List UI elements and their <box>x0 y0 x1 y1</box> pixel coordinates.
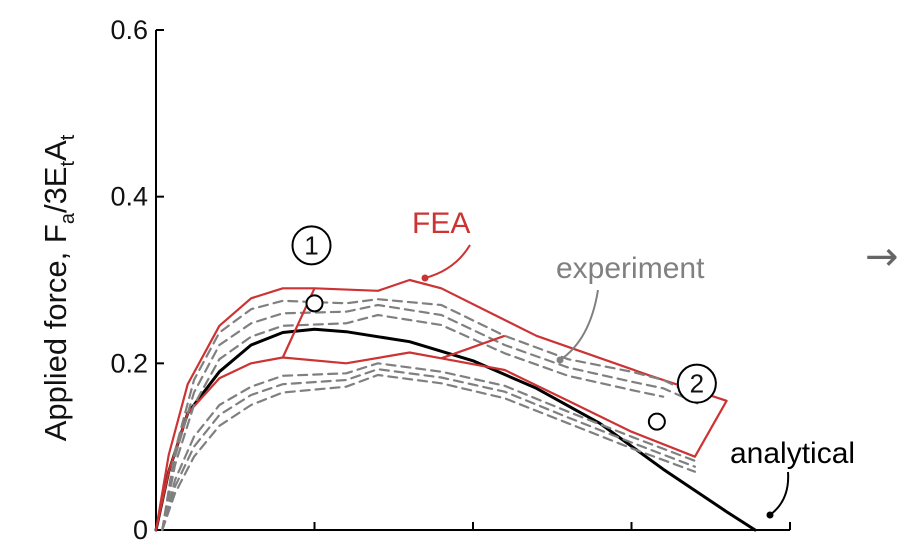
analytical-label-arrow <box>769 471 790 516</box>
series-analytical-line <box>154 327 757 532</box>
right-arrow-icon: → <box>865 234 899 280</box>
series-experiment-6-line <box>161 373 696 532</box>
tick-group: 0 0.2 0.4 0.6 <box>110 15 791 544</box>
marker-1-point <box>305 294 324 313</box>
fea-connector-3 <box>693 400 728 458</box>
y-tick-label: 0.4 <box>110 182 148 212</box>
series-experiment-1-line <box>161 298 703 532</box>
y-axis-label: Applied force, Fa/3EtAt <box>38 134 79 441</box>
fea-label-arrow <box>424 244 471 279</box>
experiment-label: experiment <box>556 252 705 285</box>
fea-label-arrowhead <box>421 274 429 282</box>
analytical-label: analytical <box>730 437 855 470</box>
y-tick-label: 0.6 <box>110 15 148 45</box>
fea-connector-2 <box>440 334 506 360</box>
y-tick-label: 0 <box>133 515 148 544</box>
series-group <box>154 278 757 532</box>
marker-2-point <box>647 412 666 431</box>
analytical-label-arrowhead <box>766 511 774 519</box>
marker-1-label: 1 <box>304 230 318 260</box>
y-tick-label: 0.2 <box>110 348 148 378</box>
svg-text:Applied force, Fa/3EtAt: Applied force, Fa/3EtAt <box>38 134 79 441</box>
experiment-label-arrowhead <box>556 356 564 364</box>
series-experiment-4-line <box>161 362 696 532</box>
marker-2-badge <box>676 363 717 404</box>
series-fea-line <box>154 278 728 532</box>
experiment-label-arrow <box>559 289 599 361</box>
series-experiment-3-line <box>161 313 665 532</box>
series-fea-lower-line <box>154 351 696 532</box>
series-experiment-2-line <box>161 303 703 532</box>
series-experiment-5-line <box>161 368 696 532</box>
fea-label: FEA <box>412 207 470 240</box>
marker-1-badge <box>291 225 332 266</box>
marker-group: 12 <box>291 225 717 431</box>
annotation-group: FEA experiment analytical → <box>412 207 899 519</box>
marker-2-label: 2 <box>690 369 704 399</box>
y-axis-label-text: Applied force, <box>38 252 73 442</box>
